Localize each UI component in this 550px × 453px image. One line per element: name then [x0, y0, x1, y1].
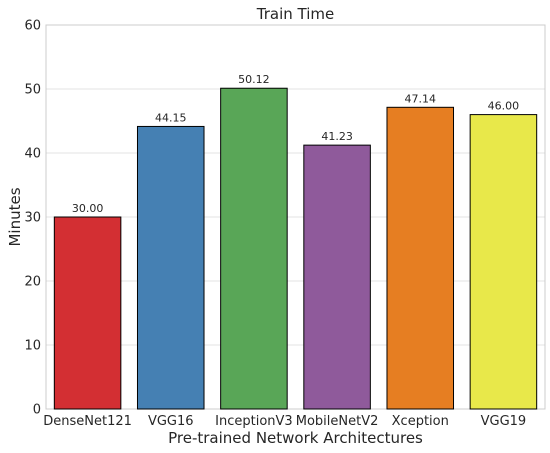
x-tick-label: InceptionV3 [215, 414, 293, 429]
bar-mobilenetv2 [303, 144, 371, 410]
bar-vgg16 [136, 125, 205, 410]
y-tick-label: 30 [24, 211, 41, 226]
y-tick-label: 0 [33, 403, 41, 418]
bar-value-label: 41.23 [321, 130, 353, 143]
y-tick-labels: 0 10 20 30 40 50 60 [24, 19, 41, 418]
y-tick-label: 50 [24, 83, 41, 98]
bar-value-label: 50.12 [238, 73, 270, 86]
bar-value-label: 44.15 [155, 111, 187, 124]
plot-frame [45, 24, 546, 410]
x-tick-label: MobileNetV2 [296, 414, 379, 429]
x-tick-label: VGG16 [148, 414, 194, 429]
x-tick-label: VGG19 [481, 414, 527, 429]
x-tick-labels: DenseNet121 VGG16 InceptionV3 MobileNetV2 Xc… [43, 414, 526, 429]
y-tick-label: 40 [24, 147, 41, 162]
y-axis-title: Minutes [6, 187, 24, 246]
bar-value-label: 47.14 [405, 92, 437, 105]
bar-inceptionv3 [220, 87, 288, 410]
bar-densenet121 [53, 216, 122, 410]
y-tick-label: 60 [24, 19, 41, 34]
bar-value-labels: 30.00 44.15 50.12 41.23 47.14 46.00 [72, 73, 519, 215]
bars [53, 87, 538, 410]
bar-vgg19 [469, 114, 538, 410]
chart-title: Train Time [256, 5, 334, 23]
x-tick-label: DenseNet121 [43, 414, 132, 429]
x-axis-title: Pre-trained Network Architectures [168, 429, 423, 447]
y-tick-label: 10 [24, 339, 41, 354]
bar-value-label: 46.00 [488, 100, 520, 113]
bar-value-label: 30.00 [72, 202, 104, 215]
bar-xception [386, 106, 455, 410]
x-tick-label: Xception [392, 414, 449, 429]
y-tick-label: 20 [24, 275, 41, 290]
